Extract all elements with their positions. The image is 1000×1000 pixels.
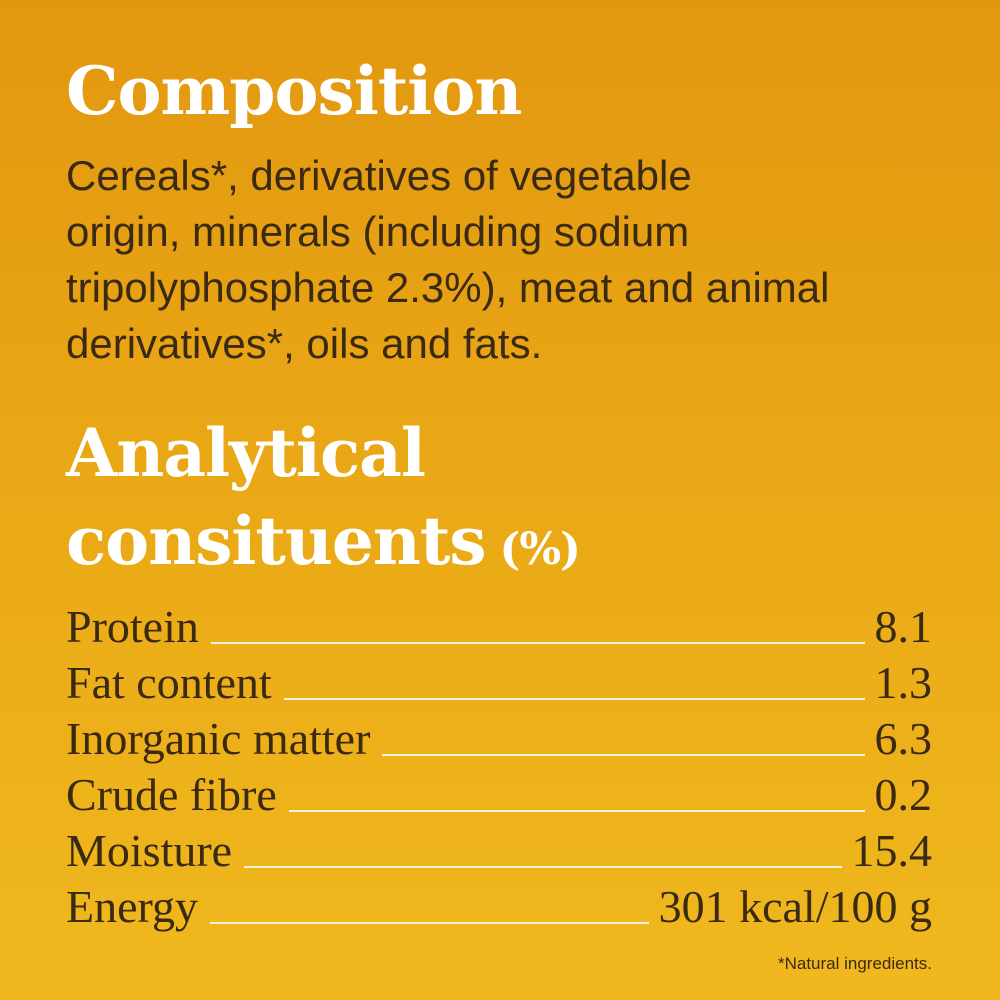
nutrient-value: 15.4 bbox=[851, 825, 933, 876]
leader-line bbox=[288, 810, 865, 812]
leader-line bbox=[210, 642, 865, 644]
nutrient-label: Fat content bbox=[66, 657, 272, 708]
nutrient-label: Crude fibre bbox=[66, 769, 277, 820]
unit: (%) bbox=[499, 524, 581, 575]
analytical-title: consituents bbox=[66, 502, 487, 580]
nutrient-row: Fat content 1.3 bbox=[66, 656, 932, 706]
leader-line bbox=[382, 754, 865, 756]
leader-line bbox=[244, 866, 842, 868]
nutrient-label: Protein bbox=[66, 601, 199, 652]
nutrient-value: 1.3 bbox=[874, 657, 933, 708]
nutrient-value: 0.2 bbox=[874, 769, 933, 820]
nutrient-value: 301 kcal/100 g bbox=[658, 881, 932, 932]
analytical-title-line: consituents (%) bbox=[66, 508, 581, 575]
composition-title: Composition bbox=[66, 52, 522, 130]
composition-text: origin, minerals (including sodium bbox=[66, 208, 690, 255]
analytical-title: Analytical bbox=[66, 414, 426, 492]
leader-line bbox=[210, 922, 649, 924]
composition-text: derivatives*, oils and fats. bbox=[66, 320, 543, 367]
nutrient-label: Energy bbox=[66, 881, 199, 932]
nutrient-row: Protein 8.1 bbox=[66, 600, 932, 650]
composition-text: tripolyphosphate 2.3%), meat and animal bbox=[66, 264, 830, 311]
nutrient-value: 6.3 bbox=[874, 713, 933, 764]
nutrient-row: Energy 301 kcal/100 g bbox=[66, 880, 932, 930]
nutrient-row: Crude fibre 0.2 bbox=[66, 768, 932, 818]
nutrient-value: 8.1 bbox=[874, 601, 933, 652]
nutrient-label: Inorganic matter bbox=[66, 713, 371, 764]
footnote: *Natural ingredients. bbox=[777, 954, 932, 973]
nutrient-row: Inorganic matter 6.3 bbox=[66, 712, 932, 762]
leader-line bbox=[283, 698, 865, 700]
nutrient-label: Moisture bbox=[66, 825, 233, 876]
nutrient-row: Moisture 15.4 bbox=[66, 824, 932, 874]
composition-text: Cereals*, derivatives of vegetable bbox=[66, 152, 692, 199]
